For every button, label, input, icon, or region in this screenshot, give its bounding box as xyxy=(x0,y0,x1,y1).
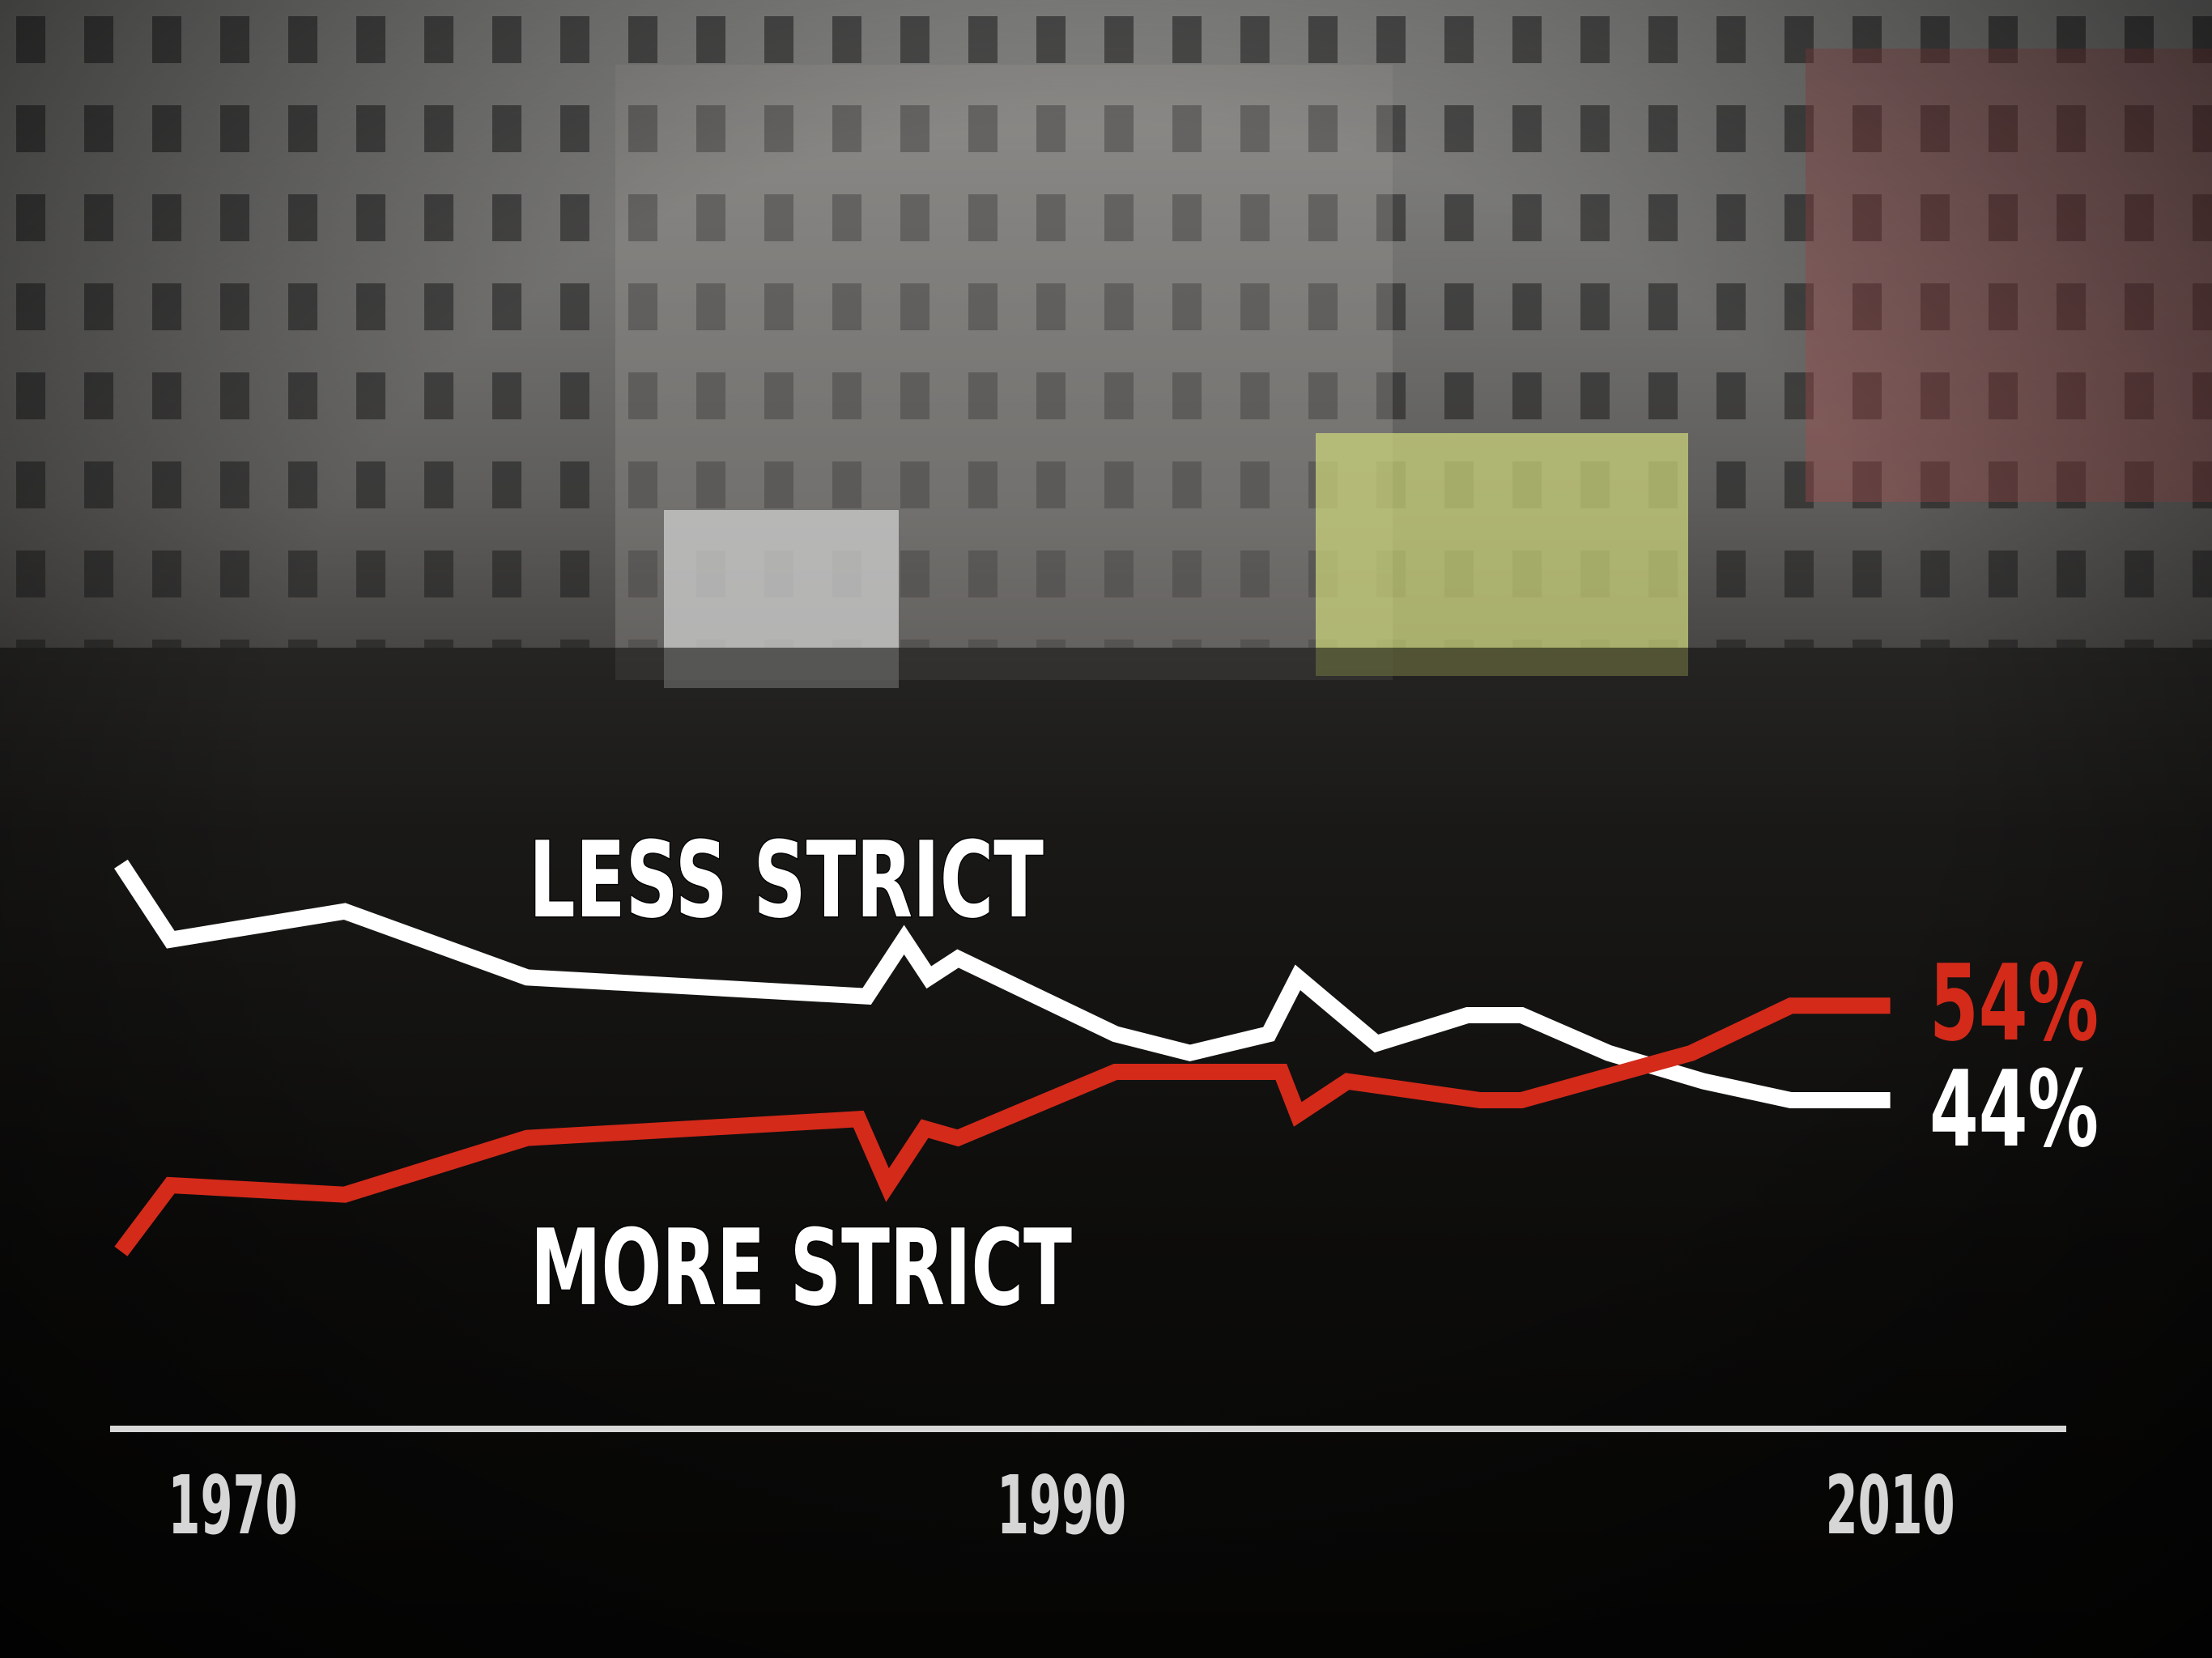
vignette xyxy=(0,0,2212,1658)
page: 1970 1990 2010 LESS STRICT 44% MORE STRICT 54%… xyxy=(0,0,2212,1658)
value-label: 54% xyxy=(1929,942,2099,1065)
value-label: 44% xyxy=(1929,1048,2099,1171)
x-tick-label: 1970 xyxy=(168,1458,298,1553)
x-tick-label: 1990 xyxy=(997,1458,1126,1553)
x-tick-label: 2010 xyxy=(1826,1458,1955,1553)
series-label: LESS STRICT xyxy=(529,818,1044,942)
series-label: MORE STRICT xyxy=(530,1206,1072,1329)
chart: 1970 1990 2010 LESS STRICT 44% MORE STRICT 54% xyxy=(0,0,2212,1658)
